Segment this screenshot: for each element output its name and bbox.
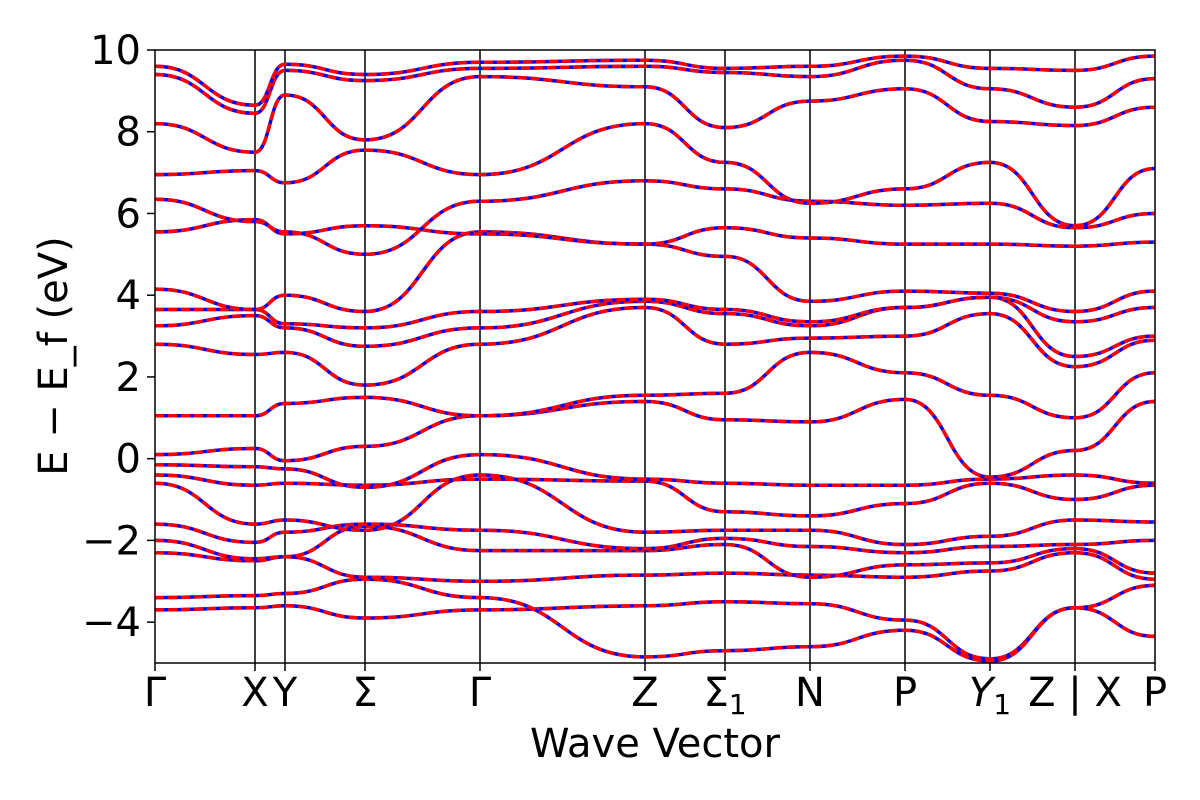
- band-lines: [155, 54, 1155, 663]
- x-tick-label-3: Σ: [352, 670, 377, 716]
- band-line-overlay-9: [155, 350, 1076, 420]
- band-line-overlay-13: [1074, 289, 1155, 314]
- band-line-overlay-0: [155, 599, 1076, 661]
- band-line-overlay-14: [1074, 240, 1155, 248]
- band-line-overlay-11: [1074, 334, 1155, 359]
- y-tick-label: −4: [82, 600, 141, 646]
- y-axis-title: E − E_f (eV): [31, 236, 77, 475]
- band-line-overlay-8: [1074, 399, 1155, 453]
- band-line-overlay-8: [155, 397, 1076, 479]
- band-line-overlay-7: [155, 452, 1076, 490]
- band-line-4: [155, 522, 1076, 555]
- band-line-overlay-12: [155, 295, 1076, 330]
- y-tick-label: 8: [116, 110, 141, 156]
- band-line-overlay-5: [1074, 518, 1155, 524]
- band-line-16: [1074, 166, 1155, 228]
- band-line-overlay-17: [155, 74, 1076, 154]
- x-tick-label-11: P: [1143, 670, 1167, 716]
- band-line-overlay-7: [1074, 473, 1155, 485]
- band-line-overlay-19: [155, 54, 1076, 107]
- y-tick-label: −2: [82, 518, 141, 564]
- y-tick-label: 0: [116, 437, 141, 483]
- band-line-overlay-2: [1074, 550, 1155, 581]
- y-axis-ticks: −4 −2 0 2 4 6 8 10: [82, 28, 155, 646]
- x-tick-label-0: Γ: [144, 670, 167, 716]
- band-line-overlay-19: [1074, 54, 1155, 73]
- band-line-overlay-6: [1074, 483, 1155, 502]
- band-line-overlay-10: [155, 305, 1076, 387]
- band-line-overlay-14: [155, 217, 1076, 248]
- plot-background: [155, 50, 1155, 663]
- band-line-overlay-0: [1074, 606, 1155, 639]
- band-line-overlay-3: [155, 524, 1076, 579]
- x-axis-ticks: Γ X Y Σ Γ Z Σ1 N P Y1 Z | X P: [144, 663, 1167, 721]
- band-line-15: [155, 179, 1076, 257]
- band-line-overlay-18: [155, 58, 1076, 116]
- band-line-overlay-5: [155, 473, 1076, 547]
- band-line-overlay-12: [1074, 305, 1155, 324]
- y-tick-label: 6: [116, 191, 141, 237]
- band-line-overlay-17: [1074, 105, 1155, 128]
- y-tick-label: 4: [116, 273, 141, 319]
- band-line-overlay-4: [1074, 538, 1155, 547]
- band-line-overlay-1: [155, 577, 1076, 663]
- band-line-overlay-15: [1074, 211, 1155, 230]
- band-line-overlay-16: [155, 121, 1076, 228]
- x-axis-title: Wave Vector: [530, 721, 781, 767]
- band-line-6: [155, 473, 1076, 518]
- x-tick-label-9: Y1: [969, 670, 1011, 721]
- x-tick-label-2: Y: [272, 670, 298, 716]
- x-tick-label-5: Z: [631, 670, 658, 716]
- band-line-overlay-10: [1074, 338, 1155, 369]
- x-tick-label-7: N: [795, 670, 825, 716]
- x-tick-label-6: Σ1: [703, 670, 746, 721]
- band-line-overlay-1: [1074, 583, 1155, 610]
- band-line-overlay-9: [1074, 371, 1155, 420]
- band-line-overlay-18: [1074, 76, 1155, 109]
- y-tick-label: 2: [116, 355, 141, 401]
- band-line-overlay-3: [1074, 546, 1155, 575]
- plot-frame: [154, 49, 1156, 664]
- x-tick-label-1: X: [241, 670, 268, 716]
- y-tick-label: 10: [90, 28, 141, 74]
- x-tick-label-10: Z | X: [1028, 670, 1122, 716]
- x-tick-label-8: P: [893, 670, 917, 716]
- x-tick-label-4: Γ: [469, 670, 492, 716]
